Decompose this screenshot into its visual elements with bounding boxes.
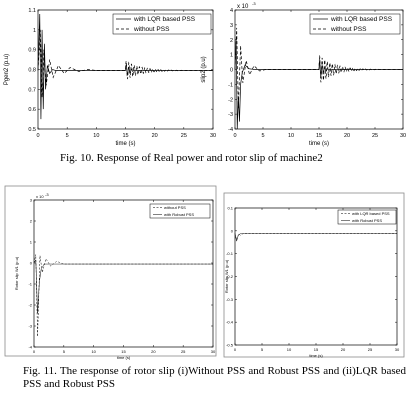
fig11a-xtick-label: 5	[63, 349, 66, 354]
fig11b-ytick-label: -0.5	[226, 343, 234, 348]
slip2-xtick-label: 20	[344, 133, 350, 139]
pgen2-legend-label-2: without PSS	[133, 26, 170, 33]
fig11b-xlabel: time (s)	[309, 353, 323, 358]
fig11a-axes-box	[33, 199, 214, 348]
slip2-ytick-label: -2	[228, 97, 233, 103]
slip2-xtick-label: 15	[316, 133, 322, 139]
fig11b-legend-box	[337, 209, 397, 225]
pgen2-xtick-label: 20	[152, 133, 158, 139]
slip2-ytick-label: 4	[230, 8, 233, 14]
slip2-ylabel: slip2 (p.u)	[201, 56, 207, 82]
pgen2-legend-box	[112, 13, 212, 35]
pgen2-ytick-label: 0.6	[28, 107, 36, 113]
fig11b-xtick-label: 10	[287, 347, 292, 352]
fig11b-axes-box	[234, 207, 398, 346]
fig11a-xtick-label: 20	[151, 349, 156, 354]
slip2-scale-factor: x 10	[237, 4, 249, 10]
fig11a-ylabel: Rotor slip W1 (p.u)	[14, 256, 19, 290]
fig11b-frame	[223, 192, 405, 358]
slip2-scale-exponent: -3	[252, 1, 256, 6]
pgen2-xtick-label: 15	[122, 133, 128, 139]
fig11a-series-line-2	[33, 258, 213, 314]
fig11b-ytick-label: 0.1	[227, 206, 233, 211]
fig11b-xtick-label: 15	[314, 347, 319, 352]
fig11a-ytick-label: -4	[28, 345, 32, 350]
pgen2-xtick-label: 30	[210, 133, 216, 139]
fig11a-ytick-label: -2	[28, 303, 32, 308]
fig11a-ytick-label: 2	[30, 219, 33, 224]
slip2-ytick-label: -1	[228, 82, 233, 88]
fig11a-xtick-label: 15	[121, 349, 126, 354]
fig11b-xtick-label: 30	[395, 347, 400, 352]
slip2-legend-box	[309, 13, 401, 35]
fig11a-ytick-label: -1	[28, 282, 32, 287]
slip2-xtick-label: 10	[288, 133, 294, 139]
fig11a-frame	[4, 185, 217, 357]
slip2-ytick-label: -3	[228, 112, 233, 118]
fig11b-legend-label-1: with LQR based PSS	[352, 211, 390, 216]
slip2-series-line-2	[234, 27, 404, 109]
fig11b-ytick-label: -0.3	[226, 297, 234, 302]
fig11a-ytick-label: 0	[30, 261, 33, 266]
fig11b-ylabel: Rotor slip W1 (p.u)	[224, 259, 229, 293]
fig11a-xtick-label: 0	[33, 349, 36, 354]
slip2-xtick-label: 25	[372, 133, 378, 139]
fig11a-xtick-label: 25	[181, 349, 186, 354]
slip2-ytick-label: 3	[230, 23, 233, 29]
slip2-legend-label-1: with LQR based PSS	[330, 16, 393, 23]
fig11b-legend-label-2: with Robust PSS	[352, 218, 382, 223]
pgen2-legend-label-1: with LQR based PSS	[133, 16, 196, 23]
pgen2-xtick-label: 5	[66, 133, 69, 139]
pgen2-ylabel: Pgen2 (p.u)	[4, 54, 10, 85]
slip2-ytick-label: 1	[230, 53, 233, 59]
slip2-ytick-label: -4	[228, 127, 233, 133]
slip2-xtick-label: 5	[261, 133, 264, 139]
fig11a-ytick-label: -3	[28, 324, 32, 329]
fig11a-scale-factor: x 10	[36, 194, 44, 199]
slip2-xlabel: time (s)	[309, 141, 329, 147]
fig11a-scale-exponent: -3	[45, 192, 49, 197]
figure10-caption: Fig. 10. Response of Real power and roto…	[60, 152, 323, 164]
figure11-caption: Fig. 11. The response of rotor slip (i)W…	[23, 365, 406, 390]
pgen2-ytick-label: 0.5	[28, 127, 36, 133]
fig11b-ytick-label: -0.2	[226, 274, 234, 279]
pgen2-ytick-label: 0.7	[28, 87, 36, 93]
fig11b-xtick-label: 5	[261, 347, 264, 352]
fig11a-ytick-label: 1	[30, 240, 33, 245]
pgen2-xtick-label: 10	[93, 133, 99, 139]
fig11b-series-line-2	[234, 233, 397, 242]
slip2-legend-label-2: without PSS	[330, 26, 367, 33]
pgen2-ytick-label: 0.9	[28, 48, 36, 54]
fig11b-xtick-label: 0	[234, 347, 237, 352]
fig11a-xtick-label: 10	[91, 349, 96, 354]
pgen2-ytick-label: 1.1	[28, 8, 36, 14]
fig11a-xlabel: time (s)	[117, 355, 131, 360]
pgen2-ytick-label: 1	[33, 28, 36, 34]
fig11a-legend-box	[149, 203, 211, 219]
fig11b-ytick-label: -0.1	[226, 251, 234, 256]
fig11a-legend-label-2: with Robust PSS	[164, 212, 194, 217]
slip2-ytick-label: 0	[230, 68, 233, 74]
slip2-ytick-label: 2	[230, 38, 233, 44]
pgen2-xtick-label: 25	[181, 133, 187, 139]
fig11b-ytick-label: -0.4	[226, 320, 234, 325]
slip2-xtick-label: 0	[233, 133, 236, 139]
pgen2-xlabel: time (s)	[116, 141, 136, 147]
fig11b-xtick-label: 20	[341, 347, 346, 352]
fig11a-ytick-label: 3	[30, 198, 33, 203]
pgen2-ytick-label: 0.8	[28, 68, 36, 74]
fig11a-xtick-label: 30	[211, 349, 216, 354]
fig11b-xtick-label: 25	[368, 347, 373, 352]
fig11a-legend-label-1: without PSS	[164, 205, 186, 210]
pgen2-xtick-label: 0	[36, 133, 39, 139]
fig11b-ytick-label: 0	[231, 228, 234, 233]
slip2-xtick-label: 30	[400, 133, 406, 139]
pgen2-series-line-2	[37, 29, 214, 98]
